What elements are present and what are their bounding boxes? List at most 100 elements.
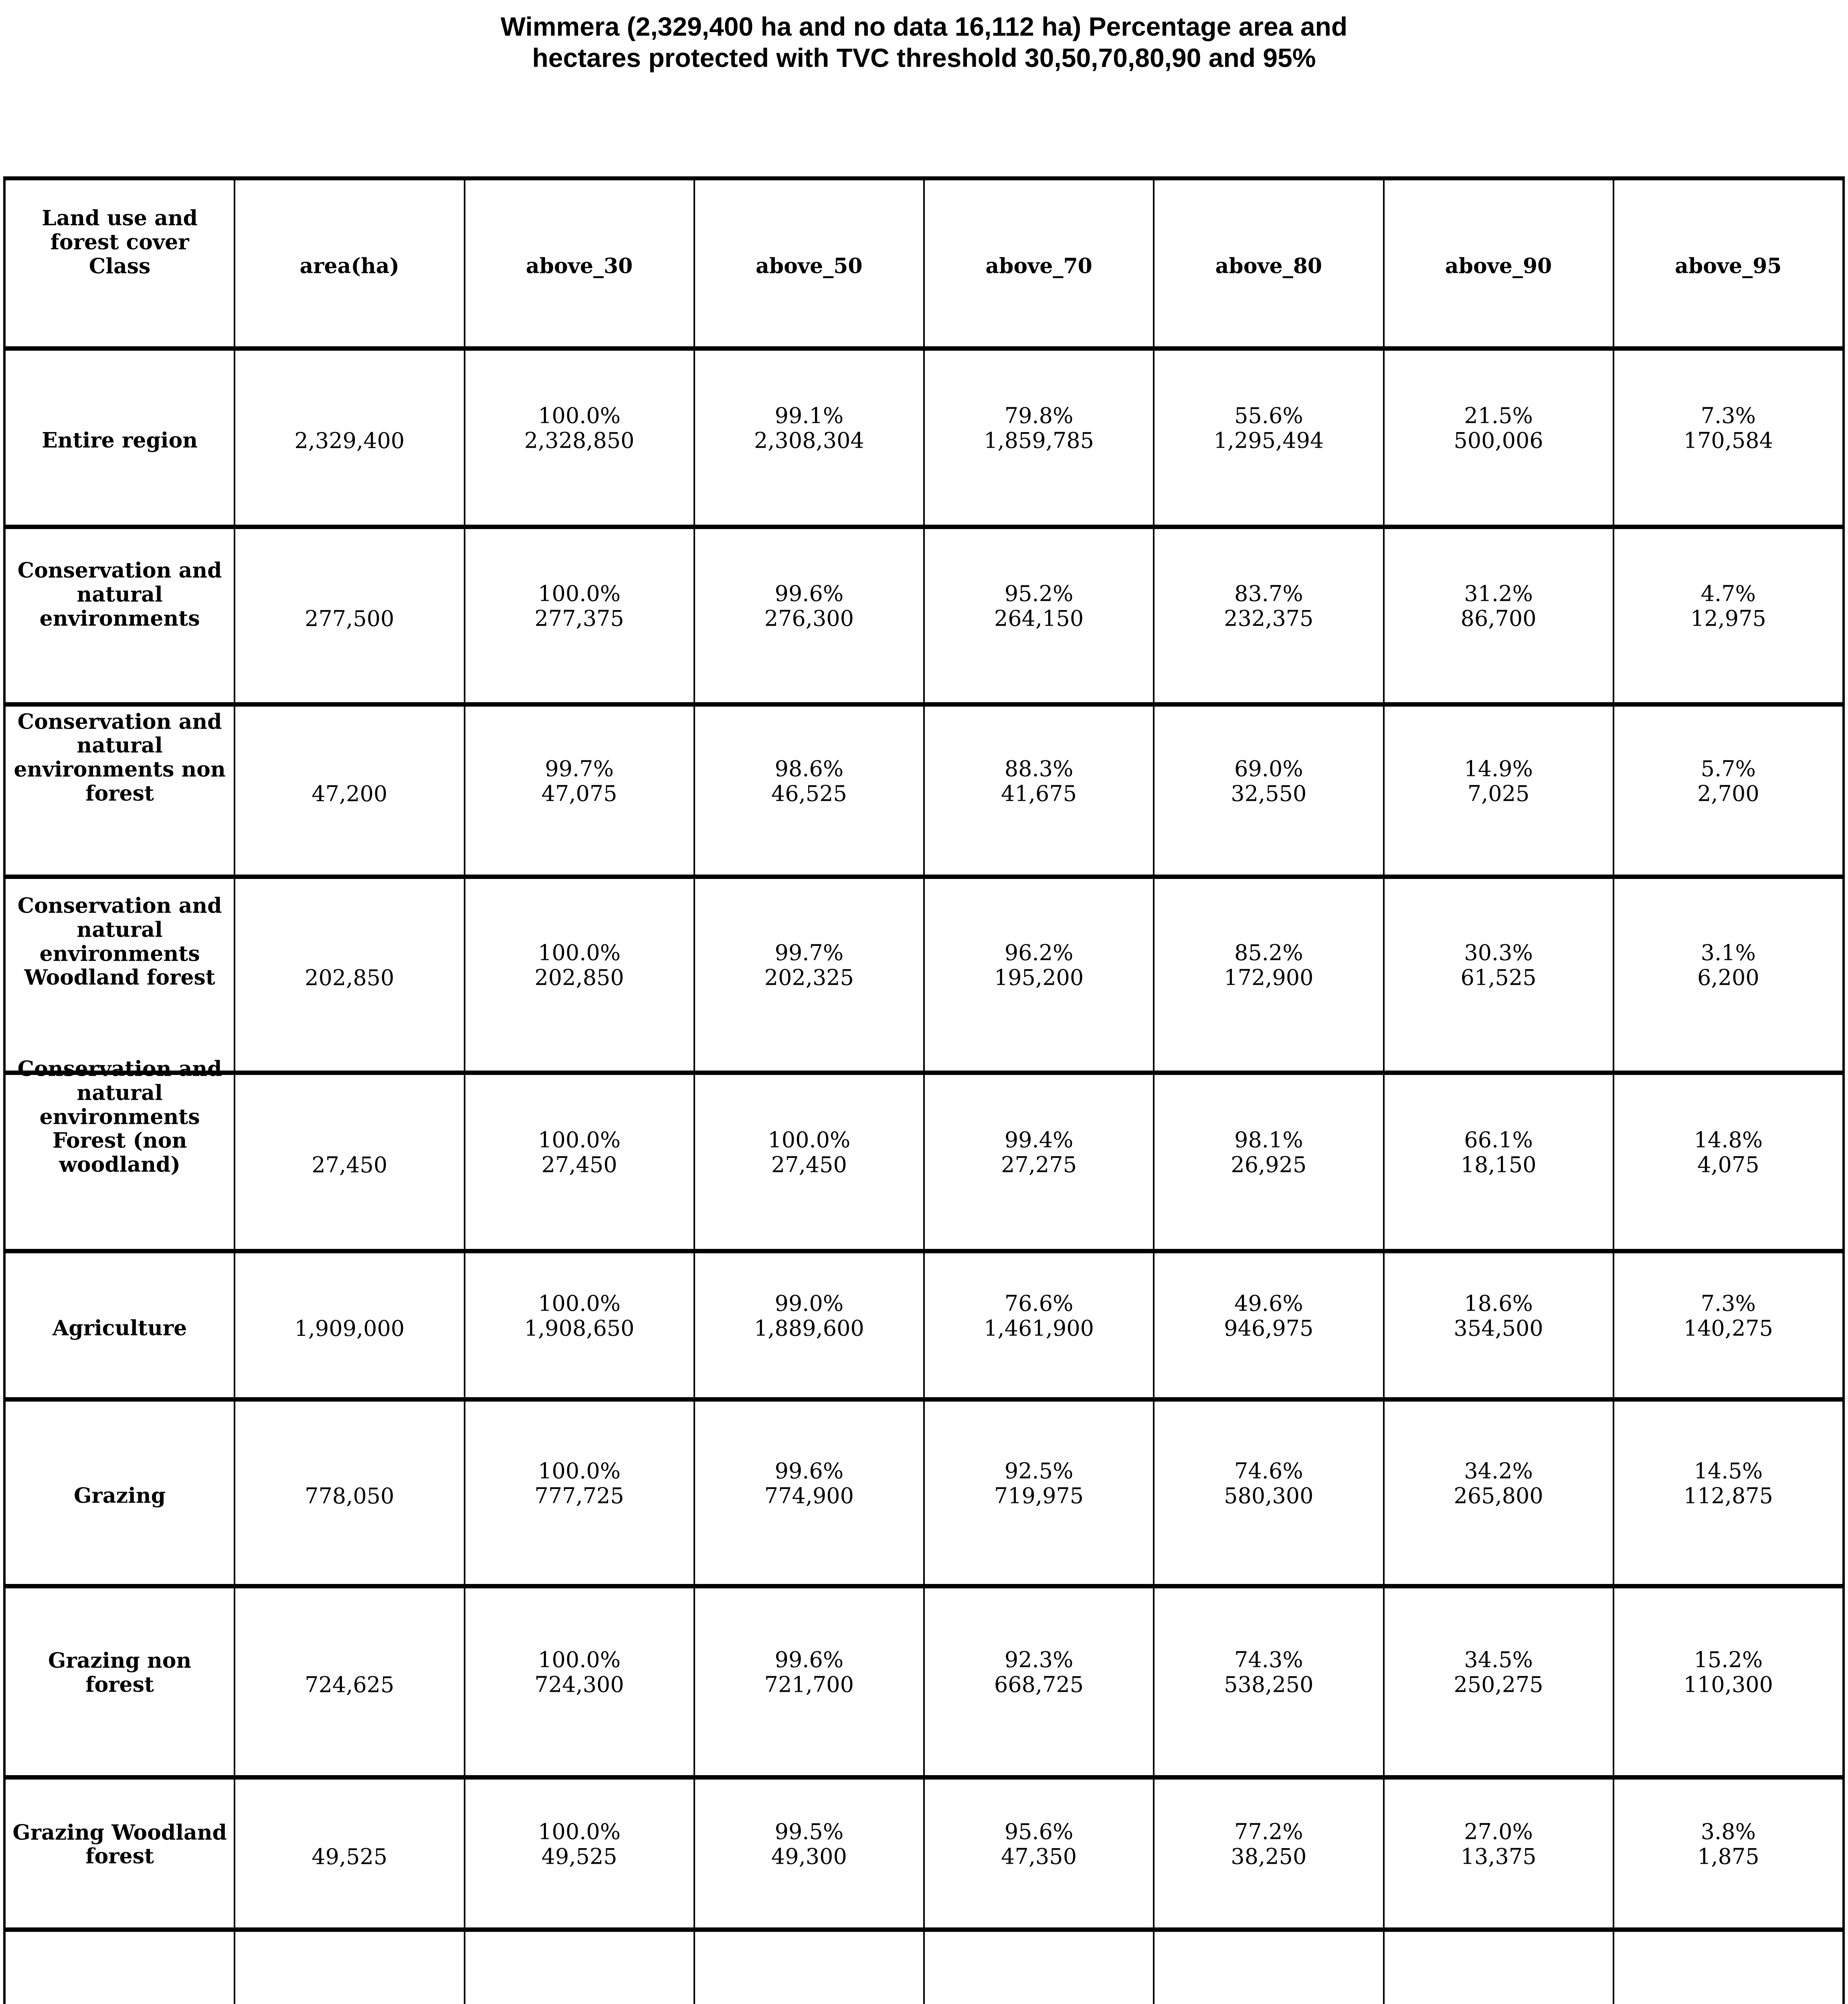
- value-cell: 92.5% 719,975: [925, 1402, 1155, 1584]
- area-value: 47,200: [311, 781, 388, 806]
- hectares-line: 47,350: [1001, 1844, 1077, 1869]
- hectares-line: 110,300: [1683, 1672, 1773, 1697]
- value-block: 49.6% 946,975: [1156, 1291, 1381, 1341]
- percent-line: 7.3%: [1700, 1291, 1756, 1316]
- value-cell: 30.3% 61,525: [1385, 879, 1614, 1071]
- hectares-line: 1,461,900: [984, 1315, 1094, 1341]
- value-block: 14.9% 7,025: [1386, 756, 1611, 806]
- percent-line: 74.3%: [1234, 1647, 1303, 1673]
- column-header-6: above_90: [1385, 180, 1614, 346]
- row-label-cell: Conservation and natural environments Wo…: [6, 879, 236, 1071]
- hectares-line: 276,300: [764, 606, 854, 631]
- column-header-0: Land use and forest cover Class: [6, 180, 236, 346]
- hectares-line: 2,328,850: [524, 428, 635, 453]
- value-block: 3.1% 6,200: [1616, 940, 1841, 990]
- percent-line: 76.6%: [1004, 1291, 1074, 1316]
- percent-line: 34.2%: [1464, 1458, 1533, 1484]
- hectares-line: 580,300: [1224, 1483, 1314, 1509]
- value-cell: 99.5% 49,300: [695, 1780, 925, 1927]
- area-value: 202,850: [305, 965, 394, 990]
- area-cell: 277,500: [235, 529, 465, 702]
- value-block: 88.3% 41,675: [926, 756, 1151, 806]
- column-header-label: Land use and forest cover Class: [42, 206, 198, 279]
- value-cell: 2.4%27,100: [1614, 1932, 1842, 2004]
- column-header-3: above_50: [695, 180, 925, 346]
- percent-line: 96.2%: [1004, 940, 1074, 966]
- percent-line: 77.2%: [1234, 1819, 1303, 1844]
- value-block: 34.2% 265,800: [1386, 1459, 1611, 1508]
- percent-line: 88.3%: [1004, 756, 1074, 782]
- value-cell: 5.7% 2,700: [1614, 707, 1842, 875]
- hectares-line: 721,700: [764, 1672, 854, 1697]
- value-block: 74.3% 538,250: [1156, 1647, 1381, 1697]
- area-value: 49,525: [311, 1844, 388, 1869]
- percent-line: 99.5%: [774, 1819, 844, 1844]
- hectares-line: 26,925: [1231, 1152, 1307, 1178]
- value-block: 99.6% 276,300: [697, 581, 922, 631]
- value-block: 55.6% 1,295,494: [1156, 403, 1381, 453]
- value-cell: 55.6% 1,295,494: [1154, 351, 1385, 525]
- area-cell: 1,909,000: [235, 1253, 465, 1397]
- value-cell: 92.3% 668,725: [925, 1588, 1155, 1775]
- value-cell: 4.7% 12,975: [1614, 529, 1842, 702]
- area-value: 1,909,000: [294, 1315, 405, 1341]
- value-cell: 34.2% 265,800: [1385, 1402, 1614, 1584]
- column-header-7: above_95: [1614, 180, 1842, 346]
- percent-line: 3.8%: [1700, 1819, 1756, 1844]
- area-cell: 49,525: [235, 1780, 465, 1927]
- hectares-line: 195,200: [994, 965, 1084, 990]
- row-label: Conservation and natural environments Wo…: [17, 893, 222, 990]
- value-block: 99.1% 2,308,304: [697, 403, 922, 453]
- value-cell: 66.1% 18,150: [1385, 1075, 1614, 1249]
- percent-line: 99.1%: [774, 403, 844, 428]
- percent-line: 5.7%: [1700, 756, 1756, 782]
- hectares-line: 202,325: [764, 965, 854, 990]
- value-cell: 99.6% 774,900: [695, 1402, 925, 1584]
- row-label-cell: Conservation and natural environments: [6, 529, 236, 702]
- hectares-line: 4,075: [1697, 1152, 1759, 1178]
- value-cell: 100.0% 724,300: [465, 1588, 695, 1775]
- percent-line: 95.2%: [1004, 581, 1074, 606]
- percent-line: 14.5%: [1694, 1458, 1763, 1484]
- landuse-table: Land use and forest cover Class area(ha) a…: [3, 176, 1845, 2004]
- table-row: Entire region 2,329,400 100.0% 2,328,850 99.…: [6, 351, 1842, 529]
- value-cell: 100.0% 202,850: [465, 879, 695, 1071]
- percent-line: 7.3%: [1700, 403, 1756, 428]
- value-block: 79.8% 1,859,785: [926, 403, 1151, 453]
- value-block: 34.5% 250,275: [1386, 1647, 1611, 1697]
- percent-line: 92.3%: [1004, 1647, 1074, 1673]
- value-cell: 31.2% 86,700: [1385, 529, 1614, 702]
- value-cell: 14.5% 112,875: [1614, 1402, 1842, 1584]
- percent-line: 99.0%: [774, 1291, 844, 1316]
- value-block: 99.0% 1,889,600: [697, 1291, 922, 1341]
- hectares-line: 264,150: [994, 606, 1084, 631]
- value-block: 96.2% 195,200: [926, 940, 1151, 990]
- value-cell: 98.6% 46,525: [695, 707, 925, 875]
- hectares-line: 112,875: [1683, 1483, 1773, 1509]
- hectares-line: 202,850: [534, 965, 624, 990]
- value-block: 5.7% 2,700: [1616, 756, 1841, 806]
- percent-line: 99.6%: [774, 1458, 844, 1484]
- value-block: 92.5% 719,975: [926, 1459, 1151, 1508]
- hectares-line: 2,700: [1697, 781, 1759, 806]
- value-cell: 88.3% 41,675: [925, 707, 1155, 875]
- value-block: 21.5% 500,006: [1386, 403, 1611, 453]
- hectares-line: 538,250: [1224, 1672, 1314, 1697]
- value-cell: 18.6% 354,500: [1385, 1253, 1614, 1397]
- percent-line: 31.2%: [1464, 581, 1533, 606]
- percent-line: 66.1%: [1464, 1127, 1533, 1153]
- page-title: Wimmera (2,329,400 ha and no data 16,112…: [500, 12, 1348, 73]
- row-label: Conservation and natural environments: [17, 558, 222, 631]
- value-block: 76.6% 1,461,900: [926, 1291, 1151, 1341]
- hectares-line: 27,450: [541, 1152, 617, 1178]
- percent-line: 14.8%: [1694, 1127, 1763, 1153]
- percent-line: 99.4%: [1004, 1127, 1074, 1153]
- row-label: Conservation and natural environments Fo…: [17, 1057, 222, 1177]
- row-label: Grazing Woodland forest: [12, 1820, 227, 1869]
- value-cell: 100.0% 277,375: [465, 529, 695, 702]
- value-block: 66.1% 18,150: [1386, 1127, 1611, 1178]
- percent-line: 100.0%: [538, 940, 621, 966]
- hectares-line: 2,308,304: [754, 428, 864, 453]
- value-cell: 99.4% 27,275: [925, 1075, 1155, 1249]
- hectares-line: 46,525: [771, 781, 847, 806]
